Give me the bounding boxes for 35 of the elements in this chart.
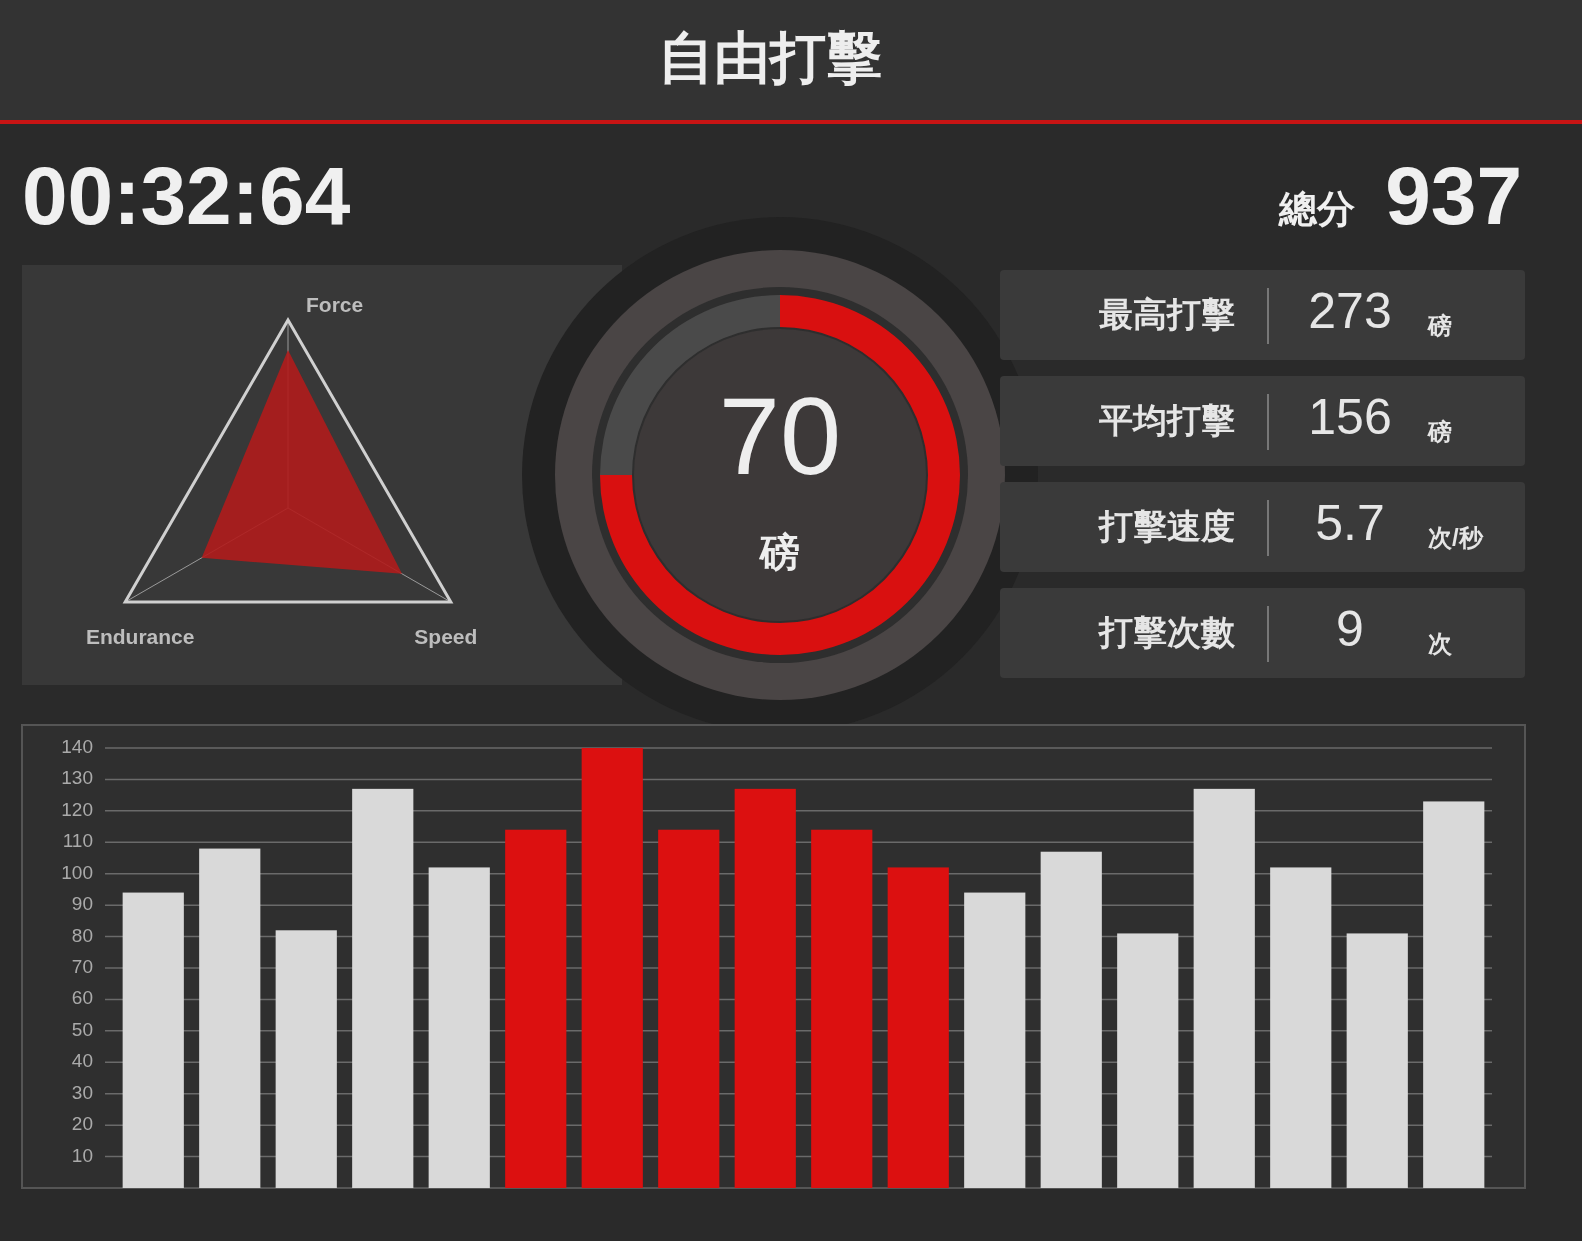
y-tick-label: 80	[71, 924, 93, 946]
text: 自由打擊	[658, 25, 882, 89]
y-tick-label: 10	[71, 1144, 93, 1166]
y-tick-label: 30	[71, 1081, 93, 1103]
spoke-label: Force	[306, 292, 364, 316]
y-tick-label: 120	[61, 798, 93, 820]
y-tick-label: 90	[71, 893, 93, 915]
category-label: 最高打擊	[1099, 294, 1235, 333]
text: 次/秒	[1428, 524, 1484, 552]
text: 磅	[1427, 418, 1452, 446]
spoke-label: Endurance	[85, 624, 195, 648]
text: 00:32:64	[22, 149, 351, 241]
y-tick-label: 20	[71, 1113, 93, 1135]
text: 次	[1428, 630, 1453, 658]
spoke-label: Speed	[414, 624, 478, 648]
y-tick-label: 40	[71, 1050, 93, 1072]
y-tick-label: 130	[61, 767, 93, 789]
text: 總分	[1278, 188, 1355, 231]
data-label: 5.7	[1315, 495, 1385, 552]
data-label: 156	[1308, 389, 1392, 446]
data-label: 273	[1308, 283, 1392, 340]
y-tick-label: 140	[61, 736, 93, 758]
category-label: 平均打擊	[1098, 400, 1235, 439]
y-tick-label: 50	[71, 1018, 93, 1040]
text: 937	[1385, 149, 1522, 241]
category-label: 打擊速度	[1097, 506, 1235, 545]
text: 磅	[758, 529, 800, 574]
y-tick-label: 110	[62, 830, 93, 852]
text: 磅	[1427, 312, 1452, 340]
y-tick-label: 70	[71, 956, 93, 978]
y-tick-label: 60	[71, 987, 93, 1009]
y-tick-label: 100	[61, 861, 93, 883]
data-label: 9	[1336, 601, 1364, 658]
text: 70	[718, 374, 842, 498]
category-label: 打擊次數	[1097, 612, 1236, 651]
